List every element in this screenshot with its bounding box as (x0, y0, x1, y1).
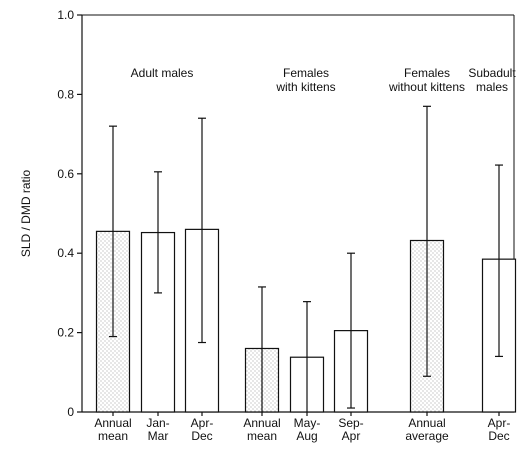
x-tick-label: Dec (488, 429, 509, 443)
y-axis-title: SLD / DMD ratio (19, 170, 33, 258)
x-tick-label: Aug (296, 429, 317, 443)
x-tick-label: Dec (191, 429, 212, 443)
group-label: Subadult (468, 66, 516, 80)
x-tick-label: Mar (148, 429, 169, 443)
x-tick-label: Sep- (338, 416, 363, 430)
x-tick-label: Annual (243, 416, 280, 430)
group-label: Females (283, 66, 329, 80)
x-tick-label: Apr- (488, 416, 511, 430)
group-label: males (476, 80, 508, 94)
y-tick-label: 0.2 (57, 326, 74, 340)
x-tick-label: Apr- (191, 416, 214, 430)
plot-area: 0 0.2 0.4 0.6 0.8 1.0 SLD / DMD ratio Adult mal… (19, 8, 516, 443)
x-tick-label: mean (98, 429, 128, 443)
y-tick-label: 0.6 (57, 167, 74, 181)
group-label: Adult males (131, 66, 194, 80)
x-tick-label: Annual (94, 416, 131, 430)
group-label: without kittens (388, 80, 465, 94)
y-tick-label: 1.0 (57, 8, 74, 22)
group-label: Females (404, 66, 450, 80)
y-tick-label: 0 (67, 405, 74, 419)
x-tick-label: average (405, 429, 449, 443)
group-label: with kittens (275, 80, 335, 94)
y-tick-label: 0.8 (57, 87, 74, 101)
x-tick-label: mean (247, 429, 277, 443)
y-tick-label: 0.4 (57, 246, 74, 260)
x-tick-label: May- (294, 416, 321, 430)
x-tick-label: Jan- (146, 416, 169, 430)
x-tick-label: Apr (342, 429, 361, 443)
x-tick-label: Annual (408, 416, 445, 430)
